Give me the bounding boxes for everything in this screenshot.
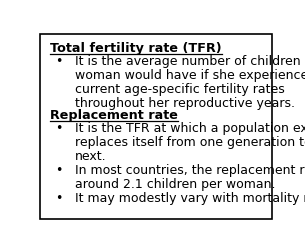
Text: next.: next. <box>75 150 106 163</box>
Text: •: • <box>55 164 62 177</box>
FancyBboxPatch shape <box>41 33 272 219</box>
Text: Total fertility rate (TFR): Total fertility rate (TFR) <box>50 42 221 55</box>
Text: Replacement rate: Replacement rate <box>50 109 178 122</box>
Text: Total fertility rate (TFR): Total fertility rate (TFR) <box>50 42 221 55</box>
Text: around 2.1 children per woman.: around 2.1 children per woman. <box>75 178 275 191</box>
Text: •: • <box>55 122 62 135</box>
Text: Replacement rate: Replacement rate <box>50 109 178 122</box>
Text: current age-specific fertility rates: current age-specific fertility rates <box>75 83 285 96</box>
Text: woman would have if she experienced the: woman would have if she experienced the <box>75 69 305 82</box>
Text: •: • <box>55 55 62 68</box>
Text: It is the average number of children a: It is the average number of children a <box>75 55 305 68</box>
Text: replaces itself from one generation to the: replaces itself from one generation to t… <box>75 136 305 149</box>
Text: It is the TFR at which a population exactly: It is the TFR at which a population exac… <box>75 122 305 135</box>
Text: It may modestly vary with mortality rates.: It may modestly vary with mortality rate… <box>75 192 305 205</box>
Text: throughout her reproductive years.: throughout her reproductive years. <box>75 97 295 110</box>
Text: •: • <box>55 192 62 205</box>
Text: In most countries, the replacement rate is: In most countries, the replacement rate … <box>75 164 305 177</box>
